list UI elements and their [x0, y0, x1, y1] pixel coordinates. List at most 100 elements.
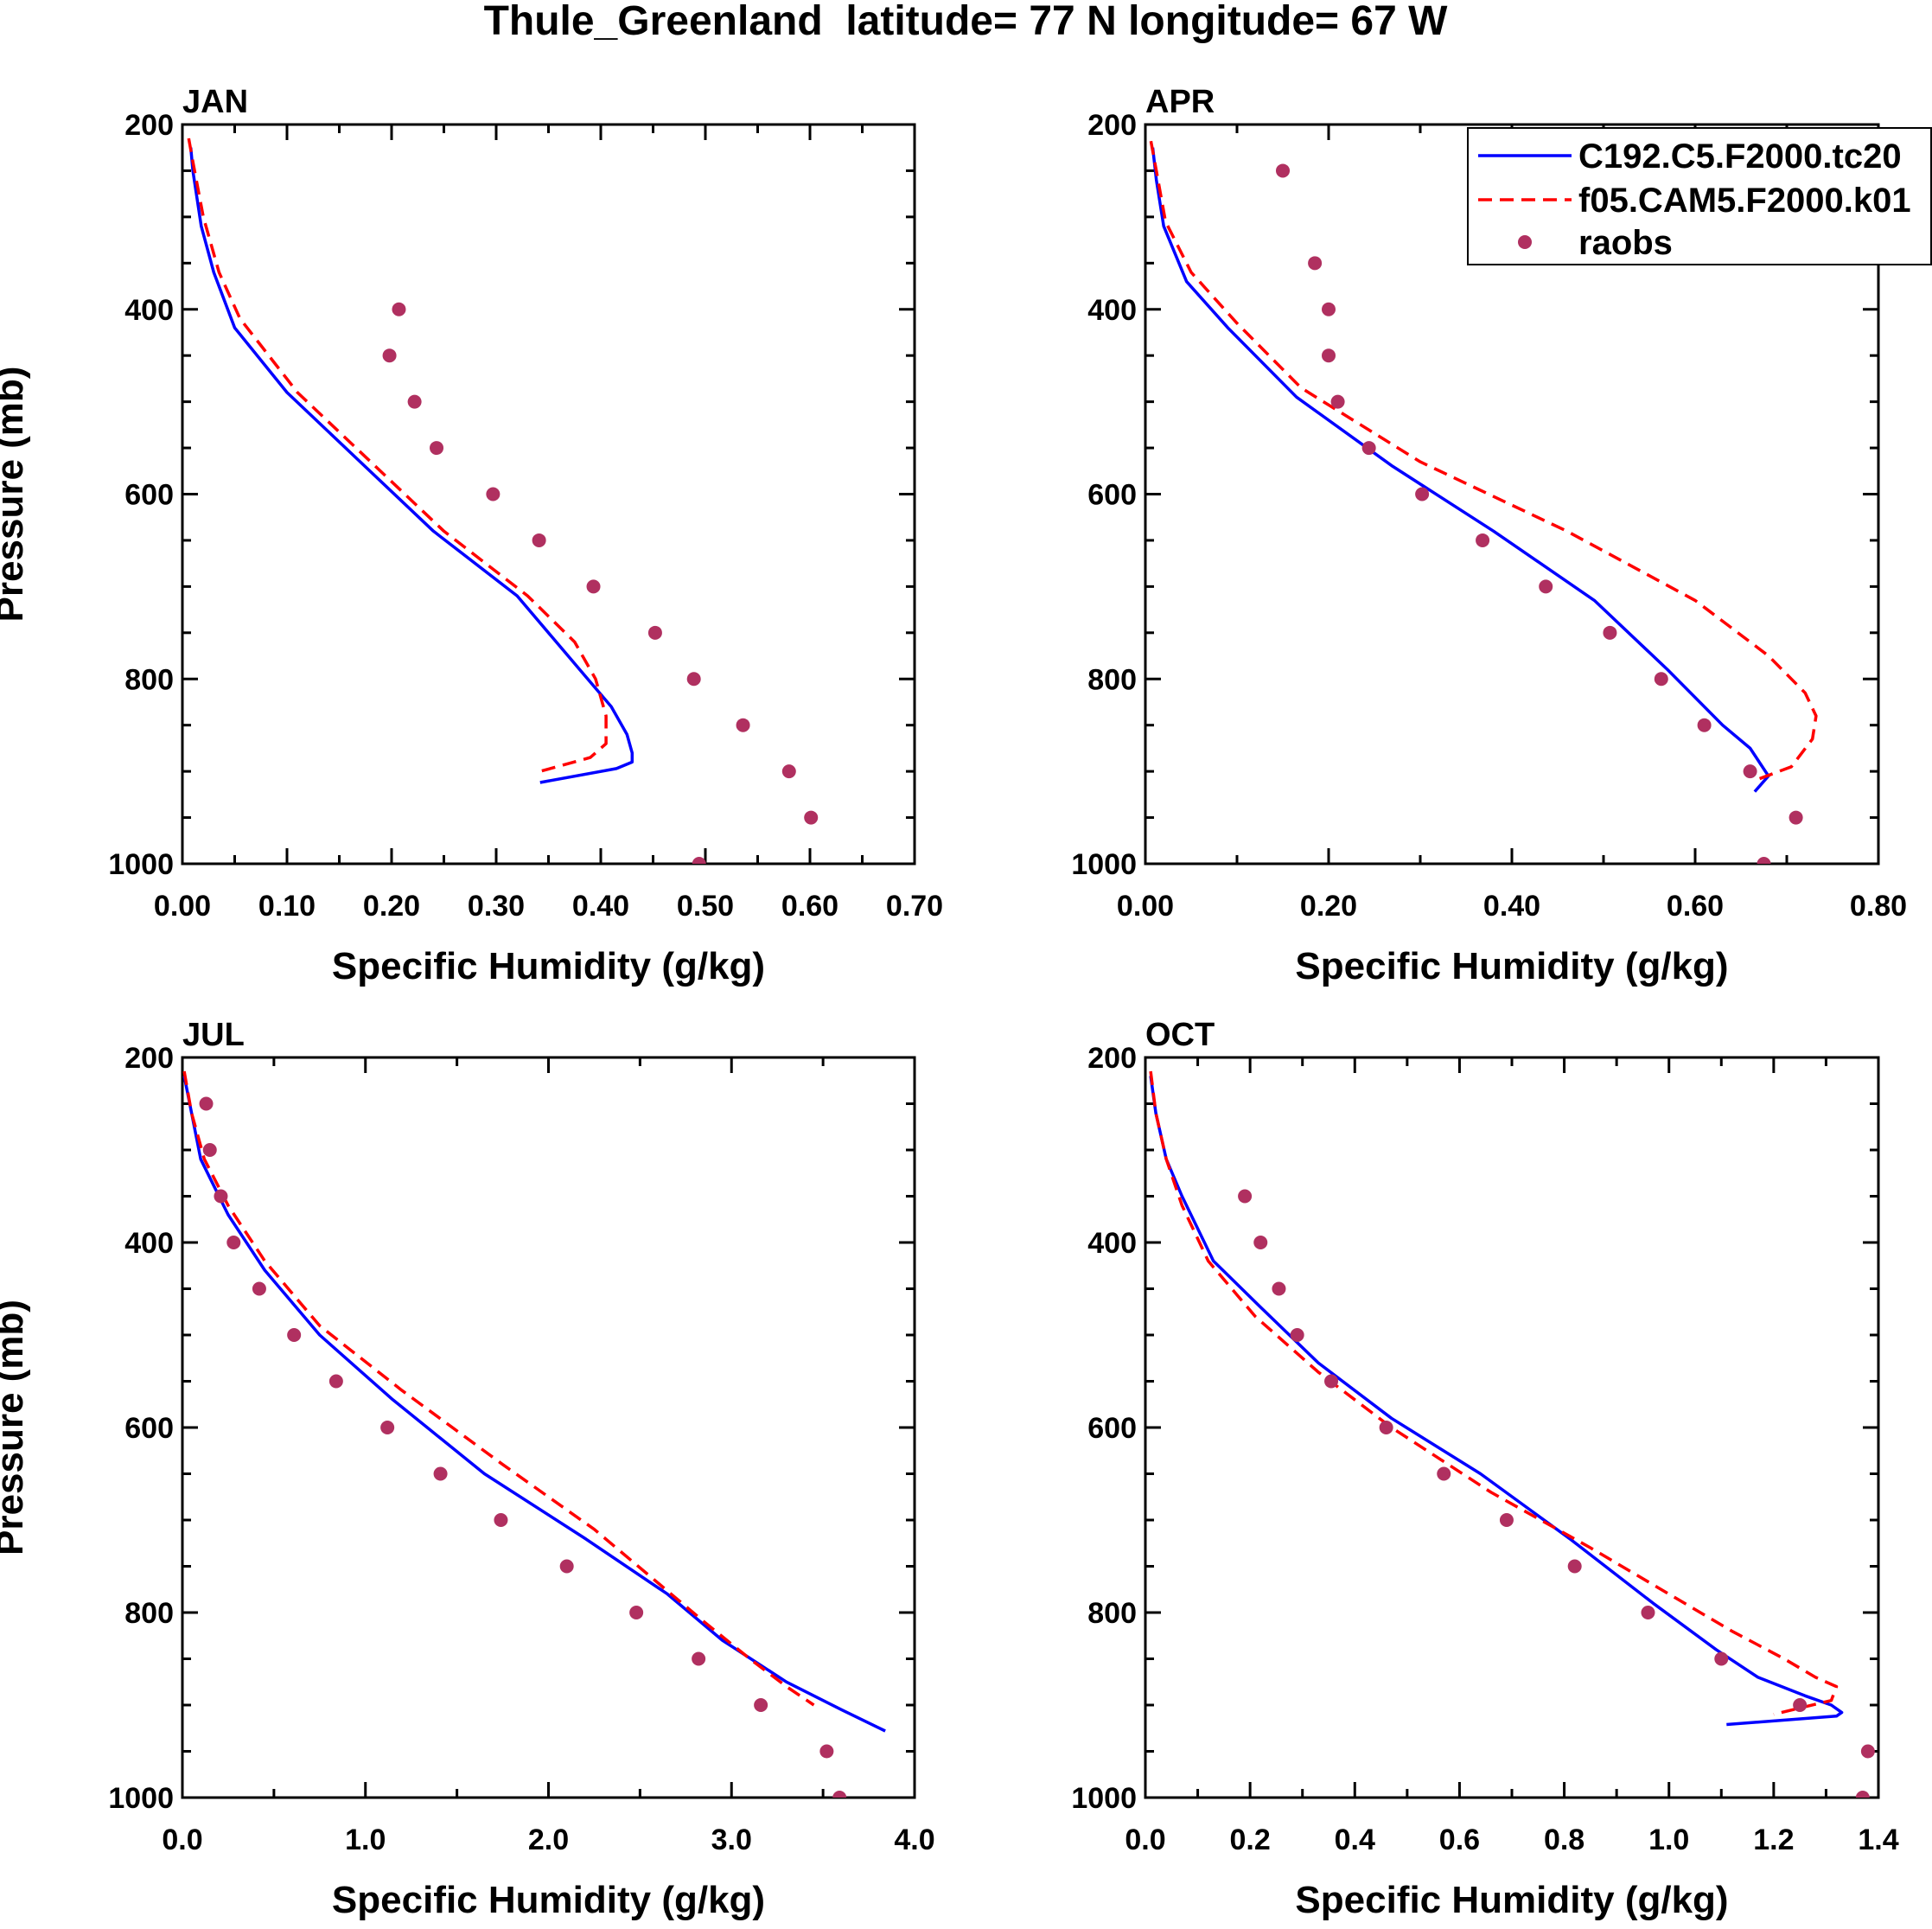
panel-apr: APR 0.00 0.20 0.40 0.60 0.80 200 400 600 800 1000 S… — [1071, 84, 1907, 987]
series-line-c192 — [1149, 1076, 1844, 1727]
x-tick-label: 0.10 — [258, 890, 316, 923]
y-tick-label: 1000 — [108, 848, 174, 881]
plot-frame — [181, 123, 916, 865]
x-tick-label: 0.20 — [363, 890, 420, 923]
raobs-point — [1714, 1651, 1729, 1666]
x-tick-label: 0.0 — [1125, 1824, 1165, 1856]
raobs-point — [1437, 1466, 1451, 1481]
raobs-point — [559, 1559, 574, 1574]
x-tick-label: 0.20 — [1300, 890, 1357, 923]
raobs-point — [494, 1513, 508, 1527]
series-line-c192 — [182, 1076, 886, 1733]
x-tick-label: 0.6 — [1439, 1824, 1480, 1856]
x-axis-label: Specific Humidity (g/kg) — [1295, 1879, 1728, 1921]
legend-label: f05.CAM5.F2000.k01 — [1578, 182, 1911, 220]
series-line-f05 — [1149, 140, 1818, 781]
x-tick-label: 3.0 — [711, 1824, 752, 1856]
x-tick-label: 0.80 — [1850, 890, 1907, 923]
panel-title: OCT — [1145, 1017, 1215, 1053]
raobs-point — [686, 672, 701, 687]
panels: JAN 0.00 0.10 0.20 0.30 0.40 0.50 0.60 0.70 200 40… — [0, 84, 1932, 1921]
raobs-point — [1322, 302, 1336, 316]
raobs-point — [430, 441, 444, 456]
raobs-point — [1308, 256, 1323, 271]
y-axis-label: Pressure (mb) — [0, 367, 31, 623]
y-tick-label: 600 — [1087, 1412, 1137, 1445]
raobs-point — [1743, 764, 1757, 779]
x-tick-label: 0.8 — [1544, 1824, 1584, 1856]
y-tick-label: 200 — [1087, 109, 1137, 142]
y-tick-label: 200 — [124, 109, 174, 142]
x-tick-label: 0.30 — [468, 890, 525, 923]
y-tick-label: 800 — [124, 663, 174, 696]
raobs-point — [1757, 857, 1771, 864]
figure-title: Thule_Greenland latitude= 77 N longitude… — [484, 0, 1449, 44]
y-tick-label: 800 — [1087, 1597, 1137, 1630]
y-tick-label: 600 — [124, 1412, 174, 1445]
y-tick-label: 400 — [1087, 1227, 1137, 1260]
raobs-point — [1697, 718, 1712, 732]
raobs-point — [328, 1374, 343, 1389]
raobs-point — [832, 1791, 847, 1798]
raobs-point — [380, 1421, 395, 1434]
raobs-point — [629, 1606, 644, 1619]
plot-frame — [1144, 1056, 1880, 1799]
raobs-point — [1238, 1189, 1253, 1204]
raobs-point — [287, 1328, 302, 1342]
x-tick-label: 2.0 — [528, 1824, 569, 1856]
raobs-point — [1641, 1606, 1655, 1619]
y-tick-label: 600 — [1087, 479, 1137, 512]
x-tick-label: 0.2 — [1230, 1824, 1271, 1856]
x-tick-label: 4.0 — [894, 1824, 934, 1856]
x-tick-label: 0.60 — [1667, 890, 1724, 923]
plot-area — [182, 1070, 886, 1798]
x-tick-label: 0.70 — [886, 890, 943, 923]
x-tick-label: 1.4 — [1858, 1824, 1898, 1856]
raobs-point — [202, 1143, 217, 1157]
series-line-c192 — [188, 147, 634, 784]
raobs-point — [1276, 163, 1290, 178]
raobs-point — [1499, 1513, 1514, 1527]
raobs-point — [1324, 1374, 1339, 1389]
y-tick-label: 200 — [1087, 1042, 1137, 1075]
raobs-point — [532, 533, 546, 547]
x-tick-label: 0.00 — [154, 890, 211, 923]
panel-jul: JUL 0.0 1.0 2.0 3.0 4.0 200 400 600 800 1000 Specif… — [0, 1017, 935, 1921]
plot-area — [1149, 1070, 1875, 1798]
x-tick-label: 1.0 — [345, 1824, 386, 1856]
y-tick-label: 400 — [124, 294, 174, 327]
raobs-point — [1379, 1421, 1393, 1434]
y-tick-label: 1000 — [108, 1782, 174, 1815]
x-tick-label: 0.60 — [781, 890, 838, 923]
raobs-point — [692, 857, 706, 864]
raobs-point — [392, 302, 406, 316]
legend-label: raobs — [1578, 224, 1673, 262]
raobs-point — [586, 579, 601, 594]
raobs-point — [1330, 394, 1345, 409]
raobs-point — [692, 1651, 706, 1666]
raobs-point — [1361, 441, 1376, 456]
raobs-point — [736, 718, 750, 732]
raobs-point — [486, 487, 501, 501]
x-tick-label: 0.0 — [162, 1824, 202, 1856]
raobs-point — [647, 625, 662, 640]
x-axis-label: Specific Humidity (g/kg) — [1295, 945, 1728, 987]
x-axis-label: Specific Humidity (g/kg) — [332, 1879, 765, 1921]
y-tick-label: 400 — [1087, 294, 1137, 327]
raobs-point — [819, 1744, 834, 1759]
raobs-point — [1476, 533, 1490, 547]
x-tick-label: 0.00 — [1117, 890, 1174, 923]
y-tick-label: 200 — [124, 1042, 174, 1075]
panel-oct: OCT 0.0 0.2 0.4 0.6 0.8 1.0 1.2 1.4 200 400 600 800 1… — [1071, 1017, 1898, 1921]
raobs-point — [199, 1096, 214, 1111]
raobs-point — [1290, 1328, 1304, 1342]
x-tick-label: 0.50 — [677, 890, 734, 923]
raobs-point — [1415, 487, 1430, 501]
raobs-point — [1272, 1281, 1286, 1296]
x-tick-label: 0.40 — [572, 890, 629, 923]
plot-area — [187, 137, 819, 864]
y-tick-label: 1000 — [1071, 1782, 1137, 1815]
raobs-point — [1789, 810, 1803, 825]
y-tick-label: 800 — [1087, 663, 1137, 696]
raobs-point — [1855, 1791, 1870, 1798]
